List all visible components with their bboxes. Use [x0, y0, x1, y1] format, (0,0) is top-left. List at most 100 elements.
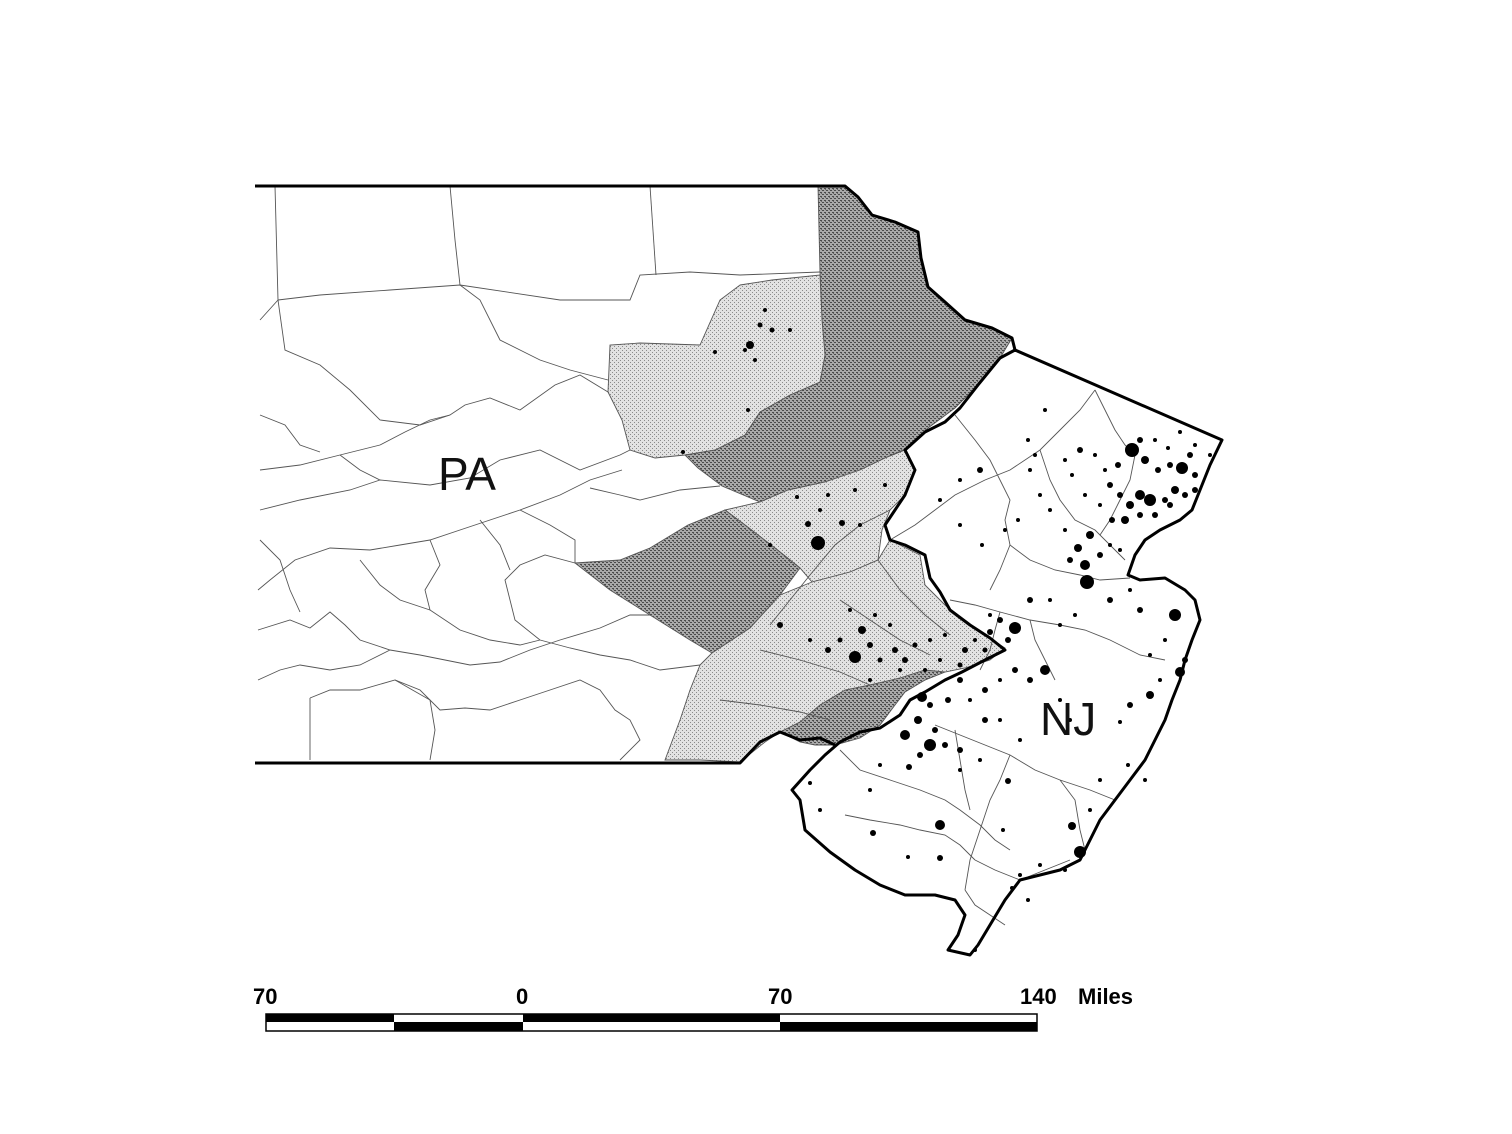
site-dot [1058, 698, 1062, 702]
site-dot [1028, 468, 1032, 472]
site-dot [1176, 462, 1188, 474]
site-dot [958, 523, 962, 527]
site-dot [1117, 492, 1123, 498]
site-dot [1166, 446, 1170, 450]
site-dot [1088, 808, 1092, 812]
site-dot [1048, 598, 1052, 602]
site-dot [1128, 588, 1132, 592]
site-dot [681, 450, 685, 454]
site-dot [962, 647, 968, 653]
site-dot [977, 467, 983, 473]
site-dot [945, 697, 951, 703]
site-dot [943, 633, 947, 637]
site-dot [858, 626, 866, 634]
scale-segment-1 [266, 1014, 394, 1022]
site-dot [1144, 494, 1156, 506]
county-dark-center [573, 509, 801, 654]
site-dot [982, 687, 988, 693]
site-dot [795, 495, 799, 499]
site-dot [1107, 482, 1113, 488]
site-dot [878, 763, 882, 767]
site-dot [883, 483, 887, 487]
site-dot [1074, 544, 1082, 552]
site-dot [768, 543, 772, 547]
site-dot [867, 642, 873, 648]
site-dot [1121, 516, 1129, 524]
site-dot [937, 855, 943, 861]
site-dot [1137, 512, 1143, 518]
state-boundaries [255, 184, 1224, 957]
site-dots [681, 308, 1212, 952]
site-dot [938, 658, 942, 662]
site-dot [973, 948, 977, 952]
site-dot [1058, 623, 1062, 627]
site-dot [957, 677, 963, 683]
site-dot [1080, 560, 1090, 570]
site-dot [932, 727, 938, 733]
site-dot [906, 855, 910, 859]
scale-segment-4 [780, 1022, 1037, 1031]
site-dot [1167, 462, 1173, 468]
site-dot [1074, 846, 1086, 858]
site-dot [1108, 543, 1112, 547]
site-dot [1152, 512, 1158, 518]
site-dot [957, 747, 963, 753]
site-dot [1038, 493, 1042, 497]
site-dot [1158, 678, 1162, 682]
site-dot [853, 488, 857, 492]
site-dot [982, 647, 988, 653]
site-dot [1063, 458, 1067, 462]
site-dot [858, 523, 862, 527]
site-dot [898, 668, 902, 672]
site-dot [917, 692, 927, 702]
site-dot [1178, 430, 1182, 434]
site-dot [1093, 453, 1097, 457]
site-dot [1026, 438, 1030, 442]
site-dot [1018, 738, 1022, 742]
scale-segment-3 [523, 1014, 780, 1022]
site-dot [1192, 487, 1198, 493]
site-dot [1187, 452, 1193, 458]
nj-boundary [790, 348, 1224, 957]
site-dot [873, 613, 877, 617]
site-dot [924, 739, 936, 751]
label-pa: PA [438, 448, 496, 500]
site-dot [978, 758, 982, 762]
site-dot [942, 742, 948, 748]
site-dot [848, 608, 852, 612]
site-dot [1016, 518, 1020, 522]
site-dot [1080, 575, 1094, 589]
site-dot [1162, 497, 1168, 503]
site-dot [1027, 677, 1033, 683]
site-dot [1003, 528, 1007, 532]
site-dot [753, 358, 757, 362]
site-dot [808, 781, 812, 785]
site-dot [1012, 667, 1018, 673]
site-dot [900, 730, 910, 740]
site-dot [1171, 486, 1179, 494]
scale-label-3: 140 [1020, 984, 1057, 1009]
site-dot [763, 308, 767, 312]
scale-unit: Miles [1078, 984, 1133, 1009]
site-dot [1098, 503, 1102, 507]
site-dot [1193, 443, 1197, 447]
site-dot [927, 702, 933, 708]
site-dot [1175, 667, 1185, 677]
site-dot [870, 830, 876, 836]
site-dot [998, 678, 1002, 682]
site-dot [1163, 638, 1167, 642]
site-dot [928, 638, 932, 642]
site-dot [1135, 490, 1145, 500]
scale-label-1: 0 [516, 984, 528, 1009]
site-dot [982, 717, 988, 723]
site-dot [988, 613, 992, 617]
site-dot [958, 768, 962, 772]
site-dot [1137, 437, 1143, 443]
site-dot [1063, 528, 1067, 532]
site-dot [837, 637, 843, 643]
site-dot [777, 622, 783, 628]
pa-boundary [255, 184, 1017, 351]
scale-label-0: 70 [253, 984, 277, 1009]
site-dot [818, 808, 822, 812]
